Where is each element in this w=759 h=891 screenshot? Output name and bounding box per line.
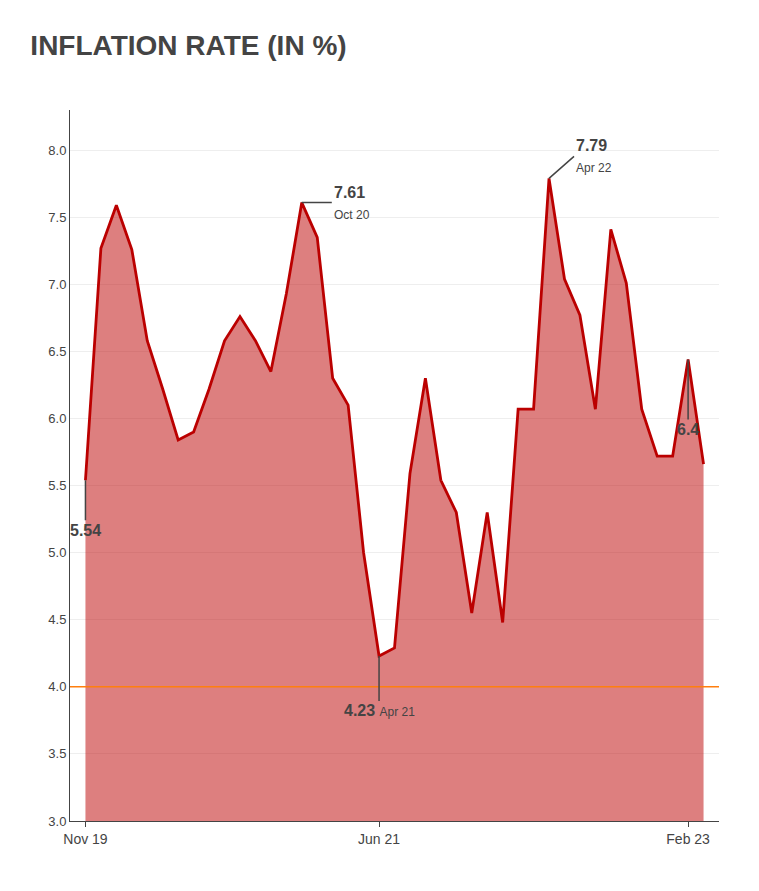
- svg-text:7.61Oct 20: 7.61Oct 20: [334, 184, 370, 222]
- svg-text:5.5: 5.5: [48, 478, 66, 493]
- svg-text:6.4: 6.4: [677, 421, 699, 438]
- svg-text:4.23 Apr 21: 4.23 Apr 21: [344, 702, 415, 719]
- svg-text:8.0: 8.0: [48, 143, 66, 158]
- svg-text:3.0: 3.0: [48, 814, 66, 829]
- svg-text:7.0: 7.0: [48, 277, 66, 292]
- svg-text:5.0: 5.0: [48, 545, 66, 560]
- svg-text:Jun 21: Jun 21: [358, 831, 400, 847]
- svg-text:6.0: 6.0: [48, 411, 66, 426]
- svg-text:3.5: 3.5: [48, 746, 66, 761]
- svg-text:Feb 23: Feb 23: [666, 831, 710, 847]
- svg-text:4.5: 4.5: [48, 612, 66, 627]
- svg-text:Nov 19: Nov 19: [63, 831, 108, 847]
- svg-text:4.0: 4.0: [48, 679, 66, 694]
- svg-text:6.5: 6.5: [48, 344, 66, 359]
- svg-text:7.79Apr 22: 7.79Apr 22: [576, 137, 612, 175]
- svg-text:7.5: 7.5: [48, 210, 66, 225]
- svg-text:5.54: 5.54: [70, 522, 101, 539]
- svg-text:INFLATION RATE (IN %): INFLATION RATE (IN %): [30, 30, 346, 61]
